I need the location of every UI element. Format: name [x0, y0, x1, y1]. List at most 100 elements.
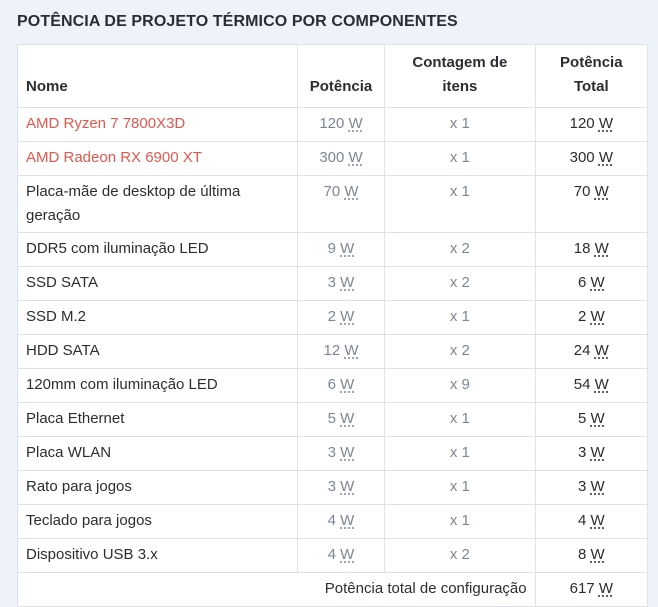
total-power-unit[interactable]: W — [590, 410, 605, 427]
header-total-line2: Total — [573, 78, 609, 95]
item-count: x 1 — [384, 436, 536, 471]
total-power-unit[interactable]: W — [590, 308, 605, 325]
total-power-cell: 54 W — [534, 368, 649, 403]
component-name: HDD SATA — [17, 334, 298, 369]
power-cell: 300 W — [296, 141, 386, 176]
total-power-unit[interactable]: W — [594, 240, 609, 257]
power-value: 3 — [327, 274, 336, 291]
power-cell: 4 W — [296, 538, 386, 573]
power-value: 12 — [323, 342, 341, 359]
power-cell: 120 W — [296, 107, 386, 142]
power-value: 4 — [327, 512, 336, 529]
total-power-cell: 300 W — [534, 141, 649, 176]
item-count: x 2 — [384, 266, 536, 301]
total-power-value: 3 — [577, 478, 587, 495]
component-name: AMD Radeon RX 6900 XT — [17, 141, 298, 176]
table-row: Placa-mãe de desktop de última geração 70… — [17, 175, 649, 233]
footer-total-unit[interactable]: W — [598, 580, 613, 597]
power-unit[interactable]: W — [340, 308, 355, 325]
item-count: x 2 — [384, 232, 536, 267]
component-name: Placa Ethernet — [17, 402, 298, 437]
total-power-unit[interactable]: W — [594, 183, 609, 200]
total-power-value: 24 — [573, 342, 591, 359]
power-cell: 3 W — [296, 436, 386, 471]
total-power-cell: 5 W — [534, 402, 649, 437]
component-name: SSD M.2 — [17, 300, 298, 335]
power-cell: 12 W — [296, 334, 386, 369]
power-unit[interactable]: W — [340, 274, 355, 291]
power-unit[interactable]: W — [340, 376, 355, 393]
item-count: x 1 — [384, 141, 536, 176]
power-unit[interactable]: W — [348, 149, 363, 166]
component-name: Teclado para jogos — [17, 504, 298, 539]
item-count: x 1 — [384, 107, 536, 142]
total-power-unit[interactable]: W — [590, 444, 605, 461]
total-power-cell: 3 W — [534, 470, 649, 505]
total-power-unit[interactable]: W — [590, 478, 605, 495]
power-value: 120 — [319, 115, 345, 132]
power-value: 3 — [327, 444, 336, 461]
footer-label: Potência total de configuração — [17, 572, 536, 607]
total-power-unit[interactable]: W — [590, 546, 605, 563]
power-unit[interactable]: W — [340, 444, 355, 461]
header-count-line2: itens — [442, 78, 478, 95]
total-power-value: 3 — [577, 444, 587, 461]
component-name: Dispositivo USB 3.x — [17, 538, 298, 573]
component-name: Rato para jogos — [17, 470, 298, 505]
total-power-cell: 2 W — [534, 300, 649, 335]
power-value: 6 — [327, 376, 336, 393]
total-power-cell: 70 W — [534, 175, 649, 233]
power-value: 2 — [327, 308, 336, 325]
total-power-cell: 3 W — [534, 436, 649, 471]
item-count: x 1 — [384, 470, 536, 505]
total-power-value: 4 — [577, 512, 587, 529]
power-value: 3 — [327, 478, 336, 495]
component-name: Placa WLAN — [17, 436, 298, 471]
total-power-value: 70 — [573, 183, 591, 200]
power-cell: 9 W — [296, 232, 386, 267]
total-power-unit[interactable]: W — [594, 376, 609, 393]
power-value: 9 — [327, 240, 336, 257]
total-power-unit[interactable]: W — [594, 342, 609, 359]
item-count: x 2 — [384, 538, 536, 573]
power-cell: 3 W — [296, 470, 386, 505]
total-power-cell: 4 W — [534, 504, 649, 539]
power-value: 70 — [323, 183, 341, 200]
header-total: Potência Total — [534, 44, 649, 108]
total-power-unit[interactable]: W — [598, 149, 613, 166]
total-power-value: 54 — [573, 376, 591, 393]
power-unit[interactable]: W — [340, 240, 355, 257]
item-count: x 1 — [384, 175, 536, 233]
total-power-value: 300 — [569, 149, 595, 166]
table-footer-row: Potência total de configuração 617 W — [17, 572, 649, 607]
header-total-line1: Potência — [560, 54, 623, 71]
power-unit[interactable]: W — [340, 410, 355, 427]
power-unit[interactable]: W — [344, 183, 359, 200]
header-count: Contagem de itens — [384, 44, 536, 108]
item-count: x 2 — [384, 334, 536, 369]
total-power-unit[interactable]: W — [590, 274, 605, 291]
power-unit[interactable]: W — [340, 478, 355, 495]
power-unit[interactable]: W — [344, 342, 359, 359]
item-count: x 1 — [384, 504, 536, 539]
power-cell: 4 W — [296, 504, 386, 539]
power-unit[interactable]: W — [340, 512, 355, 529]
components-table: Nome Potência Contagem de itens Potência… — [17, 44, 649, 607]
power-unit[interactable]: W — [340, 546, 355, 563]
total-power-unit[interactable]: W — [598, 115, 613, 132]
power-unit[interactable]: W — [348, 115, 363, 132]
header-count-line1: Contagem de — [412, 54, 508, 71]
table-header-row: Nome Potência Contagem de itens Potência… — [17, 44, 649, 108]
component-name: 120mm com iluminação LED — [17, 368, 298, 403]
total-power-unit[interactable]: W — [590, 512, 605, 529]
total-power-cell: 120 W — [534, 107, 649, 142]
